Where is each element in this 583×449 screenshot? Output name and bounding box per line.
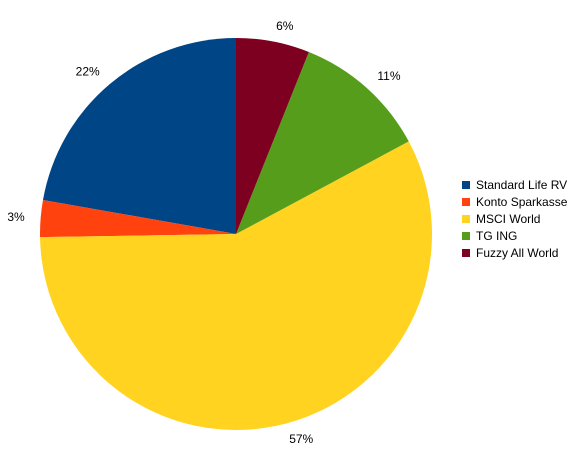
pie-slice-fuzzy-all-world [236, 38, 309, 234]
pie-slice-labels: 22% 3% 57% 11% 6% [7, 19, 401, 446]
legend-item-konto-sparkasse: Konto Sparkasse [462, 193, 567, 210]
slice-label-fuzzy-all-world: 6% [276, 19, 294, 33]
slice-label-msci-world: 57% [289, 432, 313, 446]
legend-swatch [462, 248, 470, 257]
legend-label: Konto Sparkasse [476, 194, 568, 209]
legend-item-msci-world: MSCI World [462, 210, 567, 227]
pie-slices [39, 38, 432, 430]
legend-label: Standard Life RV [476, 177, 568, 192]
legend-swatch [462, 214, 470, 223]
chart-legend: Standard Life RV Konto Sparkasse MSCI Worl… [462, 176, 567, 261]
legend-label: TG ING [476, 228, 518, 243]
legend-label: Fuzzy All World [476, 245, 559, 260]
pie-slice-konto-sparkasse [39, 199, 237, 238]
pie-slice-msci-world [40, 141, 432, 430]
legend-swatch [462, 231, 470, 240]
legend-swatch [462, 197, 470, 206]
slice-label-tg-ing: 11% [377, 69, 400, 83]
legend-label: MSCI World [476, 211, 541, 226]
pie-slice-standard-life-rv [42, 38, 237, 234]
legend-item-standard-life-rv: Standard Life RV [462, 176, 567, 193]
legend-item-fuzzy-all-world: Fuzzy All World [462, 244, 567, 261]
slice-label-standard-life-rv: 22% [76, 65, 100, 79]
slice-label-konto-sparkasse: 3% [7, 210, 25, 224]
legend-item-tg-ing: TG ING [462, 227, 567, 244]
pie-slice-tg-ing [236, 52, 409, 234]
legend-swatch [462, 180, 470, 189]
